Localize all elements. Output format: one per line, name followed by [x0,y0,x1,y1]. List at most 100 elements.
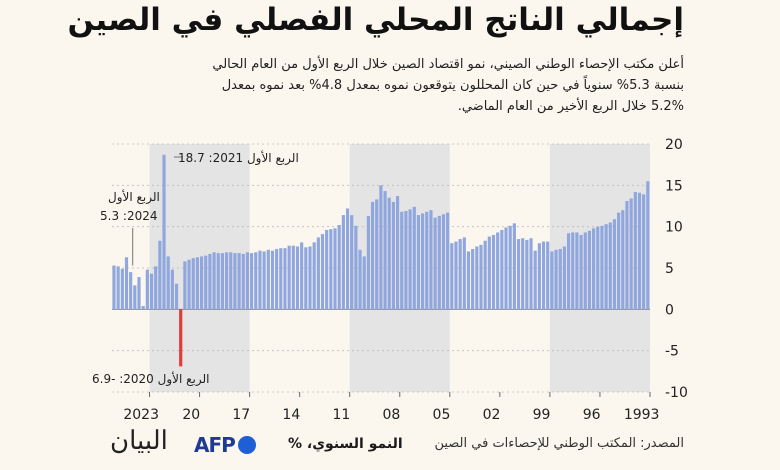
bar [391,201,395,310]
bar [333,228,337,310]
bar [225,252,229,310]
bar [466,251,471,310]
bar [183,261,187,310]
bar [341,215,345,310]
lede-line-1: أعلن مكتب الإحصاء الوطني الصيني، نمو اقت… [212,57,684,72]
bar [283,248,287,310]
bar [633,191,637,310]
bar [642,194,646,310]
x-tick-label: 99 [533,407,551,423]
bar [354,225,358,310]
bar [379,185,383,310]
bar [592,228,596,310]
bar [262,251,266,310]
bar [162,154,166,310]
bar [291,245,295,310]
annotation-2024-line1: الربع الأول [108,189,160,205]
bar [149,273,154,310]
bar [199,256,204,310]
bar [400,211,404,310]
bar [437,215,441,310]
bar [579,234,583,310]
bar [337,225,341,310]
bar [279,248,283,310]
bar [550,251,554,310]
afp-logo: AFP [194,433,256,457]
bar [137,277,141,310]
y-tick-label: 5 [665,261,674,277]
bar [646,181,650,310]
bar [229,252,233,310]
bar [312,242,316,310]
bar [275,248,279,310]
bar [295,246,300,310]
bar [241,253,245,310]
bar [621,210,625,310]
bar [266,249,270,310]
bar [487,236,491,310]
bar [383,191,387,310]
bar [617,212,621,310]
bar [608,222,612,310]
bar [537,243,541,310]
bar [195,257,199,310]
afp-wordmark: AFP [194,433,236,457]
x-tick-label: 14 [282,407,300,423]
bar [387,197,391,310]
bar [408,209,412,310]
bar [525,239,529,310]
x-tick-label: 1993 [624,407,660,423]
bar [170,269,174,310]
bar [412,206,416,310]
bar [112,265,116,310]
bar [187,259,191,310]
bar [120,268,124,310]
bar [416,215,421,310]
bar [116,266,120,310]
bar [571,232,575,310]
bar [629,198,633,310]
bar [458,239,462,310]
bar [612,219,617,310]
bar [471,248,475,310]
bar [370,201,375,310]
x-tick-label: 2023 [123,407,159,423]
x-tick-label: 05 [433,407,451,423]
albayan-logo: البيان [110,426,168,456]
bar [233,253,237,310]
bar [325,229,329,310]
bar [254,252,258,310]
bar [129,272,133,310]
bar [258,250,262,310]
source-note: المصدر: المكتب الوطني للإحصاءات في الصين [434,436,684,451]
chart-title: إجمالي الناتج المحلي الفصلي في الصين [67,2,684,38]
bar [179,309,183,367]
bar [596,226,600,310]
lede-paragraph: أعلن مكتب الإحصاء الوطني الصيني، نمو اقت… [94,54,684,117]
bar [124,257,129,310]
bar [308,246,312,310]
bar [358,249,362,310]
bar [441,214,446,310]
bar [174,283,179,310]
bar [166,256,170,310]
x-tick-label: 11 [332,407,350,423]
bar [204,255,208,310]
y-tick-label: -10 [665,385,688,401]
x-tick-label: 20 [182,407,200,423]
bar [375,199,379,310]
bar [366,215,370,310]
bar [587,230,592,310]
bar [141,306,145,310]
bar [345,208,350,310]
bar [562,246,566,310]
bar [300,242,304,310]
bar [429,210,433,310]
annotation-2020: الربع الأول 2020: -6.9 [92,371,210,387]
bar [395,196,400,310]
bar [475,246,479,310]
bar [454,241,458,310]
bar [483,240,487,310]
bar [404,210,408,310]
bar [604,224,608,310]
